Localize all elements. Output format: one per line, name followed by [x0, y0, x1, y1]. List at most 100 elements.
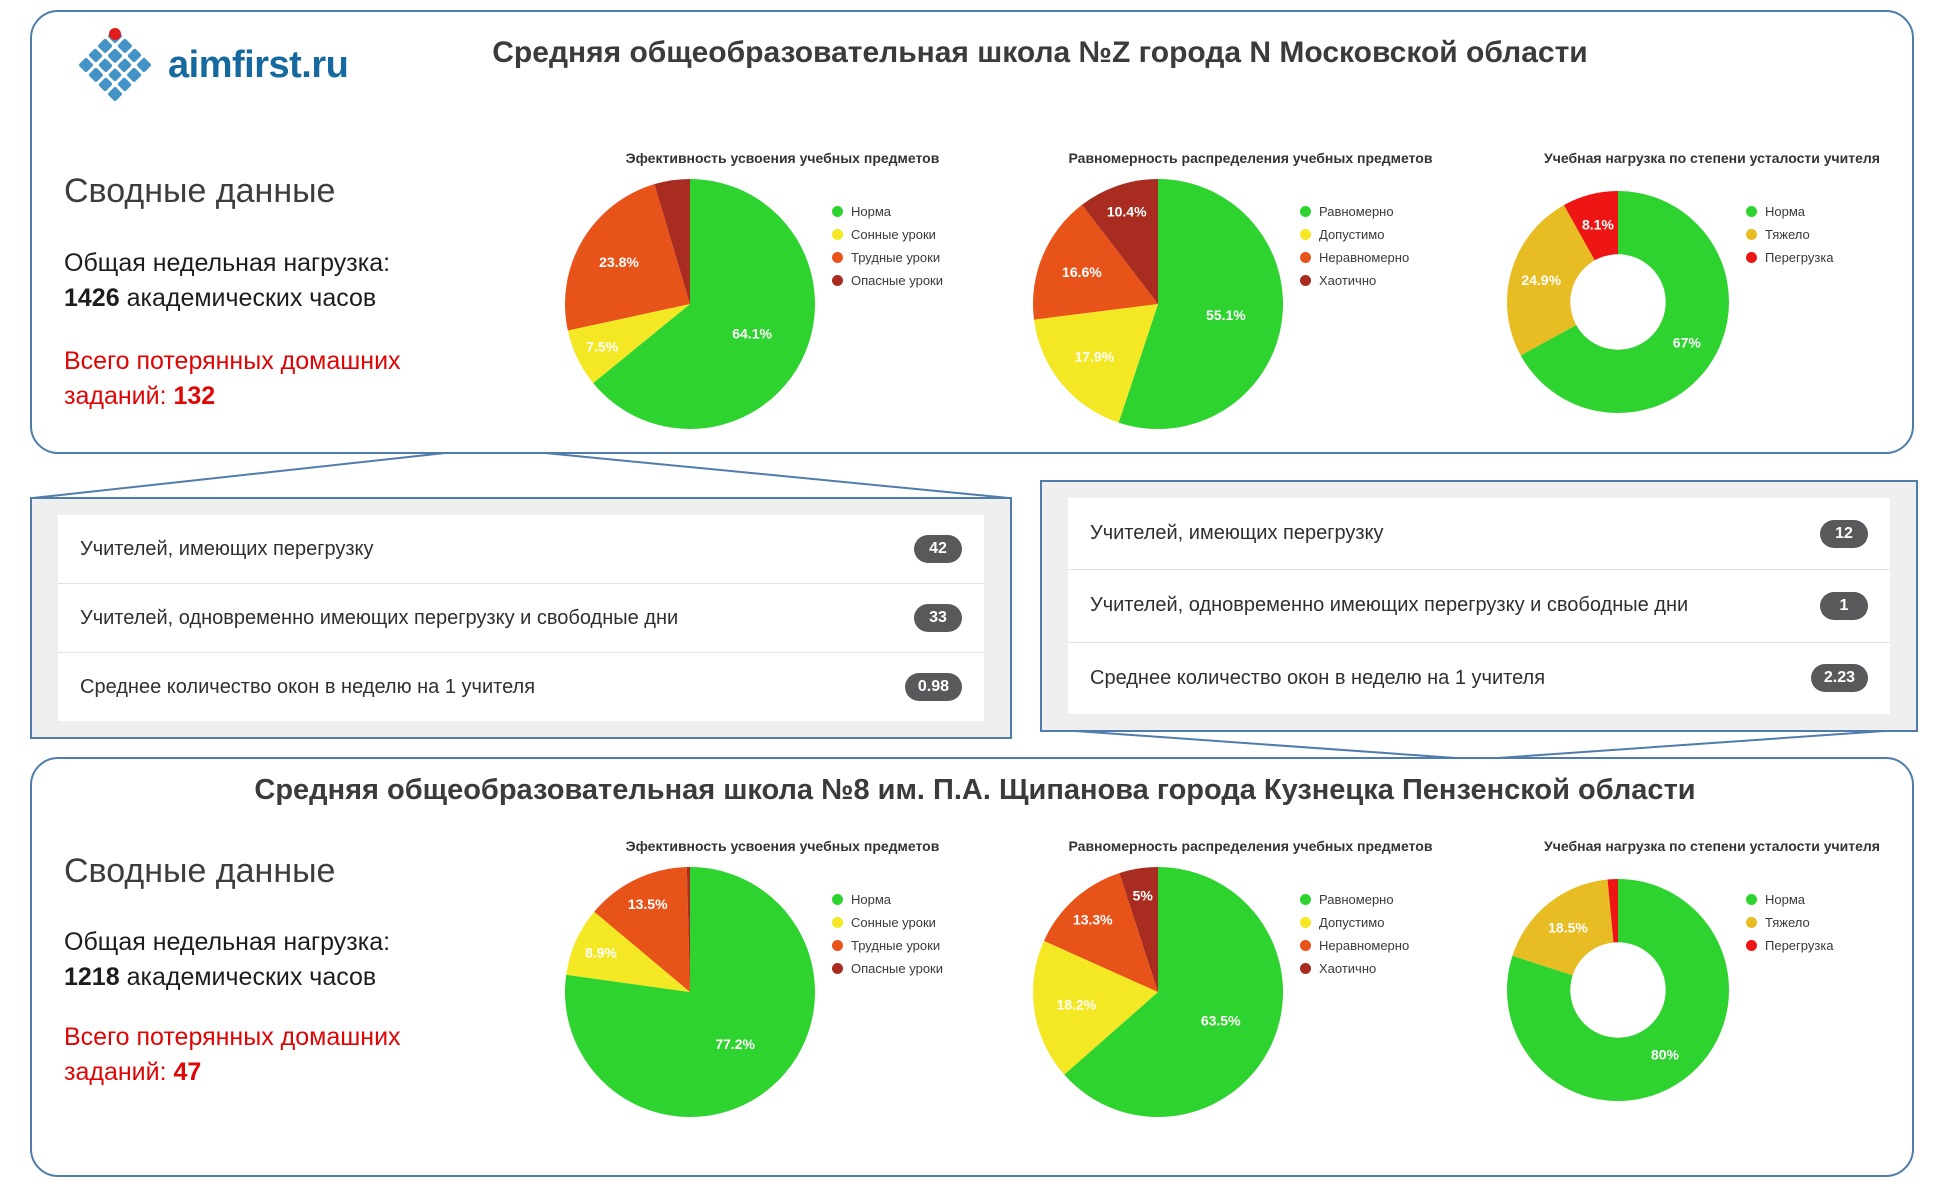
- legend-label: Трудные уроки: [851, 938, 941, 953]
- pie-slice: [564, 867, 815, 1117]
- chart-legend: Норма Сонные уроки Трудные уроки Опасные ур…: [832, 204, 943, 296]
- pie-slice: [1033, 204, 1158, 320]
- pie-slice: [1043, 873, 1158, 992]
- legend-label: Норма: [1765, 892, 1806, 907]
- load-label: Общая недельная нагрузка:: [64, 928, 391, 956]
- stat-label: Среднее количество окон в неделю на 1 уч…: [80, 675, 536, 698]
- legend-dot: [1300, 275, 1311, 286]
- table-row: Среднее количество окон в неделю на 1 уч…: [1068, 643, 1890, 714]
- slice-percentage-label: 16.6%: [1062, 264, 1102, 280]
- legend-dot: [1746, 894, 1757, 905]
- legend-item: Неравномерно: [1300, 250, 1409, 265]
- legend-item: Равномерно: [1300, 892, 1409, 907]
- slice-percentage-label: 55.1%: [1206, 307, 1246, 323]
- pie-slice: [566, 911, 690, 992]
- table-row: Учителей, одновременно имеющих перегрузк…: [1068, 570, 1890, 643]
- chart-title: Эфективность усвоения учебных предметов: [625, 838, 940, 854]
- lost-value: 132: [173, 382, 216, 410]
- legend-dot: [1300, 917, 1311, 928]
- callout-line: [1497, 728, 1914, 759]
- slice-percentage-label: 80%: [1651, 1047, 1680, 1063]
- pie-slice: [1033, 304, 1158, 423]
- pie-slice: [1119, 867, 1158, 992]
- legend-label: Хаотично: [1319, 961, 1377, 976]
- legend-label: Норма: [1765, 204, 1806, 219]
- count-badge: 42: [914, 535, 962, 563]
- lost-label: Всего потерянных домашних заданий:: [64, 1023, 401, 1086]
- legend-label: Перегрузка: [1765, 250, 1834, 265]
- slice-percentage-label: 13.3%: [1073, 912, 1113, 928]
- school1-title: Средняя общеобразовательная школа №Z гор…: [492, 36, 1588, 69]
- table-row: Среднее количество окон в неделю на 1 уч…: [58, 653, 984, 721]
- legend-label: Неравномерно: [1319, 250, 1410, 265]
- load-label: Общая недельная нагрузка:: [64, 249, 391, 277]
- legend-label: Сонные уроки: [851, 227, 936, 242]
- donut-chart: 80% 18.5%: [1506, 879, 1729, 1101]
- school1-teacher-load-chart: Учебная нагрузка по степени усталости уч…: [1502, 150, 1922, 418]
- table-row: Учителей, одновременно имеющих перегрузк…: [58, 584, 984, 653]
- count-badge: 12: [1820, 519, 1868, 548]
- legend-dot: [1300, 206, 1311, 217]
- chart-title: Учебная нагрузка по степени усталости уч…: [1544, 838, 1880, 854]
- legend-item: Норма: [832, 204, 943, 219]
- stat-label: Учителей, одновременно имеющих перегрузк…: [1090, 594, 1689, 617]
- legend-dot: [1746, 917, 1757, 928]
- school1-uniformity-chart: Равномерность распределения учебных пред…: [1028, 150, 1473, 434]
- pie-slice: [594, 867, 690, 992]
- school2-title: Средняя общеобразовательная школа №8 им.…: [254, 774, 1696, 806]
- logo-red-dot: [109, 28, 121, 40]
- legend-item: Перегрузка: [1746, 938, 1834, 953]
- legend-label: Норма: [851, 204, 892, 219]
- legend-label: Допустимо: [1319, 915, 1385, 930]
- chart-title: Равномерность распределения учебных пред…: [1068, 838, 1433, 854]
- pie-slice: [1118, 179, 1283, 429]
- count-badge: 1: [1820, 591, 1868, 620]
- load-value: 1218: [64, 963, 120, 991]
- legend-dot: [832, 917, 843, 928]
- stat-label: Учителей, одновременно имеющих перегрузк…: [80, 606, 679, 629]
- load-suffix: академических часов: [126, 284, 377, 312]
- load-suffix: академических часов: [126, 963, 377, 991]
- stat-label: Учителей, имеющих перегрузку: [1090, 522, 1384, 545]
- school2-teacher-load-chart: Учебная нагрузка по степени усталости уч…: [1502, 838, 1922, 1106]
- legend-label: Неравномерно: [1319, 938, 1410, 953]
- lost-value: 47: [173, 1058, 202, 1086]
- stat-label: Учителей, имеющих перегрузку: [80, 537, 374, 560]
- chart-title: Эфективность усвоения учебных предметов: [625, 150, 940, 166]
- aimfirst-logo-link[interactable]: aimfirst.ru: [78, 28, 349, 102]
- legend-dot: [1300, 940, 1311, 951]
- slice-percentage-label: 24.9%: [1521, 272, 1561, 288]
- count-badge: 2.23: [1810, 664, 1868, 693]
- legend-label: Хаотично: [1319, 273, 1377, 288]
- legend-dot: [1300, 229, 1311, 240]
- legend-item: Трудные уроки: [832, 938, 943, 953]
- slice-percentage-label: 67%: [1673, 335, 1702, 351]
- legend-label: Допустимо: [1319, 227, 1385, 242]
- pie-slice: [686, 867, 690, 992]
- school2-weekly-load: Общая недельная нагрузка: 1218 академиче…: [64, 925, 484, 995]
- legend-item: Опасные уроки: [832, 273, 943, 288]
- callout-line: [1046, 728, 1457, 759]
- legend-item: Опасные уроки: [832, 961, 943, 976]
- slice-percentage-label: 17.9%: [1074, 348, 1114, 364]
- pie-slice: [1082, 179, 1158, 304]
- legend-item: Сонные уроки: [832, 915, 943, 930]
- pie-chart: 64.1% 7.5% 23.8%: [564, 179, 816, 429]
- chart-legend: Норма Тяжело Перегрузка: [1746, 892, 1834, 961]
- slice-percentage-label: 64.1%: [732, 326, 772, 342]
- slice-percentage-label: 77.2%: [715, 1036, 755, 1052]
- legend-dot: [832, 963, 843, 974]
- load-value: 1426: [64, 284, 120, 312]
- school2-lost-homework: Всего потерянных домашних заданий: 47: [64, 1020, 464, 1090]
- slice-percentage-label: 13.5%: [628, 896, 668, 912]
- chart-legend: Норма Тяжело Перегрузка: [1746, 204, 1834, 273]
- count-badge: 33: [914, 604, 962, 632]
- legend-label: Равномерно: [1319, 892, 1394, 907]
- slice-percentage-label: 18.2%: [1057, 996, 1097, 1012]
- legend-item: Хаотично: [1300, 961, 1409, 976]
- legend-label: Норма: [851, 892, 892, 907]
- legend-dot: [1300, 894, 1311, 905]
- slice-percentage-label: 7.5%: [586, 338, 618, 354]
- slice-percentage-label: 18.5%: [1548, 920, 1588, 936]
- slice-percentage-label: 8.1%: [1582, 217, 1614, 233]
